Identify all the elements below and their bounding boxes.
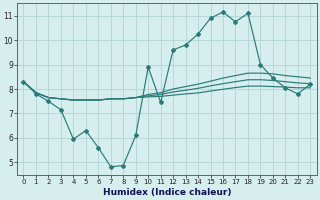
X-axis label: Humidex (Indice chaleur): Humidex (Indice chaleur)	[103, 188, 231, 197]
